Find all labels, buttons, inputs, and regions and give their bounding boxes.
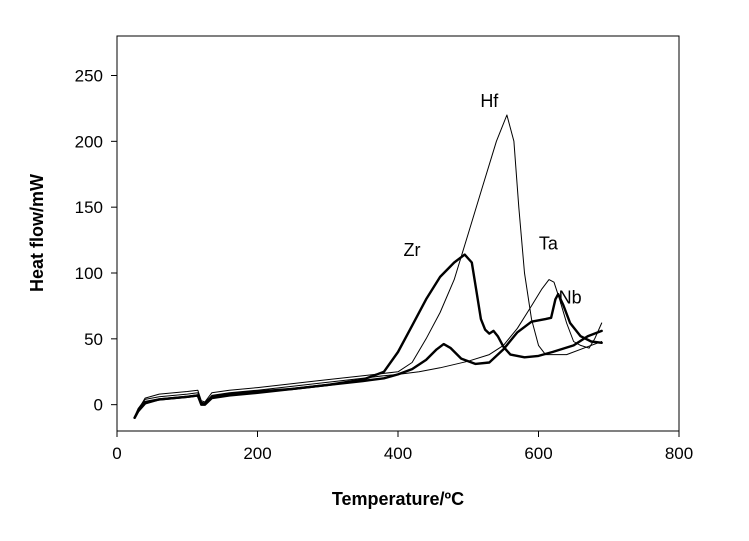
y-tick-label: 0: [94, 396, 103, 415]
x-tick-label: 400: [384, 444, 412, 463]
series-labels: Zr Hf Ta Nb: [404, 91, 582, 307]
y-axis-title: Heat flow/mW: [27, 174, 47, 292]
x-axis: 0 200 400 600 800: [112, 431, 693, 463]
x-tick-label: 0: [112, 444, 121, 463]
series-line-ta: [134, 279, 603, 417]
x-tick-label: 200: [243, 444, 271, 463]
series-label-nb: Nb: [559, 287, 582, 307]
series-label-ta: Ta: [539, 233, 559, 253]
y-tick-label: 150: [75, 198, 103, 217]
series-label-hf: Hf: [480, 91, 499, 111]
x-tick-label: 600: [524, 444, 552, 463]
series-label-zr: Zr: [404, 240, 421, 260]
y-tick-label: 200: [75, 132, 103, 151]
x-tick-label: 800: [665, 444, 693, 463]
series-line-hf: [134, 114, 603, 419]
x-axis-title: Temperature/ºC: [332, 489, 464, 509]
series-line-nb: [133, 292, 603, 419]
series-curves: [133, 114, 603, 419]
series-line-zr: [133, 253, 603, 419]
y-tick-label: 50: [84, 330, 103, 349]
y-tick-label: 100: [75, 264, 103, 283]
y-tick-label: 250: [75, 67, 103, 86]
y-axis: 0 50 100 150 200 250: [75, 67, 117, 415]
